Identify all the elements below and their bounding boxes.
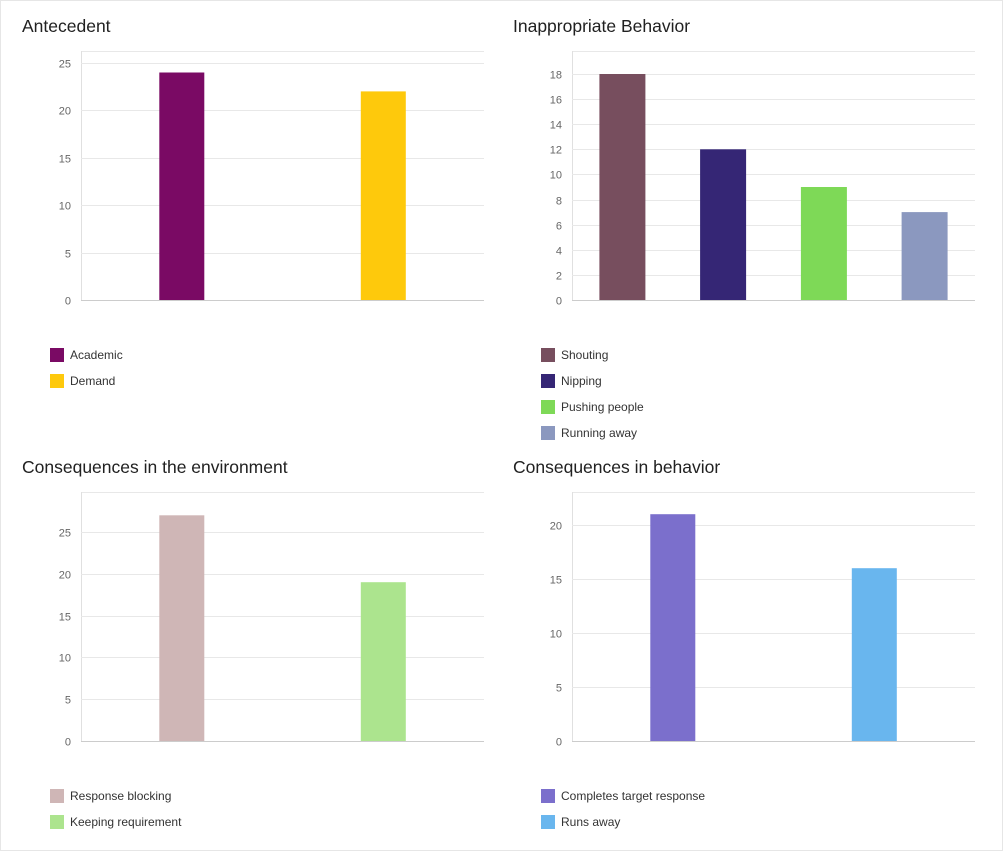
chart-title: Inappropriate Behavior bbox=[513, 16, 691, 36]
bar-demand[interactable] bbox=[360, 91, 406, 301]
legend-swatch bbox=[541, 815, 555, 829]
bar-runs-away[interactable] bbox=[851, 568, 897, 741]
legend-item-keeping-requirement[interactable]: Keeping requirement bbox=[50, 809, 181, 835]
bar-chart-consequences-environment: 0 5 10 15 20 25 bbox=[59, 492, 484, 749]
chart-title: Antecedent bbox=[22, 16, 111, 36]
legend-item-academic[interactable]: Academic bbox=[50, 342, 123, 368]
legend-swatch bbox=[50, 789, 64, 803]
chart-legend: Completes target response Runs away bbox=[541, 783, 705, 835]
legend-item-response-blocking[interactable]: Response blocking bbox=[50, 783, 181, 809]
y-tick-label-12: 12 bbox=[550, 145, 562, 157]
y-tick-label-14: 14 bbox=[550, 120, 562, 132]
legend-item-completes-target-response[interactable]: Completes target response bbox=[541, 783, 705, 809]
bar-chart-antecedent: 0 5 10 15 20 25 bbox=[59, 51, 484, 308]
y-tick-label-5: 5 bbox=[65, 695, 71, 707]
chart-legend: Academic Demand bbox=[50, 342, 123, 394]
bar-academic[interactable] bbox=[159, 72, 205, 301]
legend-item-nipping[interactable]: Nipping bbox=[541, 368, 644, 394]
bar-chart-consequences-behavior: 0 5 10 15 20 bbox=[550, 492, 975, 749]
legend-item-shouting[interactable]: Shouting bbox=[541, 342, 644, 368]
legend-label: Response blocking bbox=[70, 789, 172, 803]
legend-label: Running away bbox=[561, 426, 638, 440]
y-tick-label-10: 10 bbox=[550, 170, 562, 182]
y-tick-label-16: 16 bbox=[550, 95, 562, 107]
legend-label: Pushing people bbox=[561, 400, 644, 414]
bar-nipping[interactable] bbox=[700, 149, 747, 300]
chart-card-inappropriate-behavior: Inappropriate Behavior 0 2 4 6 8 10 12 14 16 18 S… bbox=[491, 0, 975, 440]
legend-label: Runs away bbox=[561, 815, 621, 829]
y-tick-label-25: 25 bbox=[59, 59, 71, 71]
y-tick-label-18: 18 bbox=[550, 70, 562, 82]
y-tick-label-15: 15 bbox=[550, 575, 562, 587]
legend-label: Shouting bbox=[561, 348, 609, 362]
y-tick-label-20: 20 bbox=[59, 106, 71, 118]
chart-card-antecedent: Antecedent 0 5 10 15 20 25 Academic Demand bbox=[0, 0, 484, 440]
y-tick-label-0: 0 bbox=[556, 296, 562, 308]
y-tick-label-6: 6 bbox=[556, 221, 562, 233]
legend-swatch bbox=[50, 374, 64, 388]
legend-swatch bbox=[541, 400, 555, 414]
legend-swatch bbox=[50, 815, 64, 829]
bar-keeping-requirement[interactable] bbox=[360, 582, 406, 741]
legend-swatch bbox=[541, 426, 555, 440]
legend-label: Academic bbox=[70, 348, 123, 362]
y-tick-label-0: 0 bbox=[556, 737, 562, 749]
legend-item-runs-away[interactable]: Runs away bbox=[541, 809, 705, 835]
y-tick-label-0: 0 bbox=[65, 296, 71, 308]
y-tick-label-20: 20 bbox=[59, 570, 71, 582]
chart-legend: Shouting Nipping Pushing people Running awa… bbox=[541, 342, 644, 446]
legend-item-running-away[interactable]: Running away bbox=[541, 420, 644, 446]
chart-title: Consequences in behavior bbox=[513, 457, 721, 477]
legend-swatch bbox=[541, 374, 555, 388]
y-tick-label-15: 15 bbox=[59, 154, 71, 166]
y-tick-label-20: 20 bbox=[550, 521, 562, 533]
legend-swatch bbox=[541, 348, 555, 362]
y-tick-label-10: 10 bbox=[59, 201, 71, 213]
chart-card-consequences-environment: Consequences in the environment 0 5 10 15 20… bbox=[0, 441, 484, 851]
legend-label: Completes target response bbox=[561, 789, 706, 803]
y-tick-label-0: 0 bbox=[65, 737, 71, 749]
legend-label: Demand bbox=[70, 374, 116, 388]
y-tick-label-5: 5 bbox=[65, 249, 71, 261]
y-tick-label-4: 4 bbox=[556, 246, 562, 258]
bar-running-away[interactable] bbox=[901, 212, 948, 300]
y-tick-label-25: 25 bbox=[59, 528, 71, 540]
y-tick-label-10: 10 bbox=[59, 653, 71, 665]
legend-label: Nipping bbox=[561, 374, 602, 388]
legend-label: Keeping requirement bbox=[70, 815, 182, 829]
y-tick-label-15: 15 bbox=[59, 612, 71, 624]
bar-pushing-people[interactable] bbox=[800, 187, 847, 300]
y-tick-label-8: 8 bbox=[556, 196, 562, 208]
y-tick-label-5: 5 bbox=[556, 683, 562, 695]
legend-swatch bbox=[541, 789, 555, 803]
y-tick-label-2: 2 bbox=[556, 271, 562, 283]
chart-legend: Response blocking Keeping requirement bbox=[50, 783, 181, 835]
bar-shouting[interactable] bbox=[599, 74, 646, 300]
legend-item-demand[interactable]: Demand bbox=[50, 368, 123, 394]
chart-title: Consequences in the environment bbox=[22, 457, 288, 477]
bar-response-blocking[interactable] bbox=[159, 515, 205, 741]
bar-chart-inappropriate-behavior: 0 2 4 6 8 10 12 14 16 18 bbox=[550, 51, 975, 308]
legend-item-pushing-people[interactable]: Pushing people bbox=[541, 394, 644, 420]
chart-card-consequences-behavior: Consequences in behavior 0 5 10 15 20 Comple… bbox=[491, 441, 975, 851]
legend-swatch bbox=[50, 348, 64, 362]
bar-completes-target-response[interactable] bbox=[650, 514, 696, 741]
y-tick-label-10: 10 bbox=[550, 629, 562, 641]
